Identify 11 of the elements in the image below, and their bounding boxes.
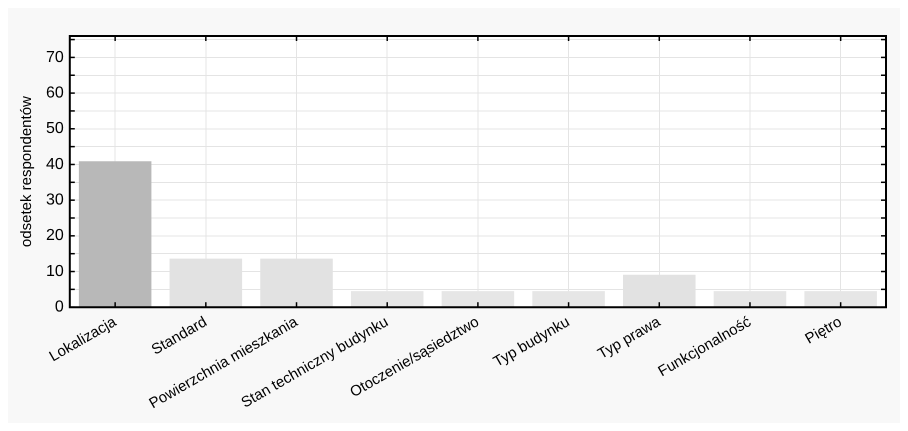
y-tick-label: 40 — [46, 156, 64, 173]
y-axis-title: odsetek respondentów — [18, 96, 36, 248]
y-tick-label: 20 — [46, 227, 64, 244]
bar — [78, 161, 152, 307]
y-tick-label: 70 — [46, 48, 64, 66]
y-tick-label: 60 — [46, 84, 64, 102]
y-tick-label: 30 — [46, 192, 64, 209]
x-tick-label: Piętro — [802, 313, 845, 348]
y-tick-label: 50 — [46, 120, 64, 138]
y-tick-label: 10 — [46, 262, 64, 280]
y-tick-label: 0 — [54, 298, 64, 316]
